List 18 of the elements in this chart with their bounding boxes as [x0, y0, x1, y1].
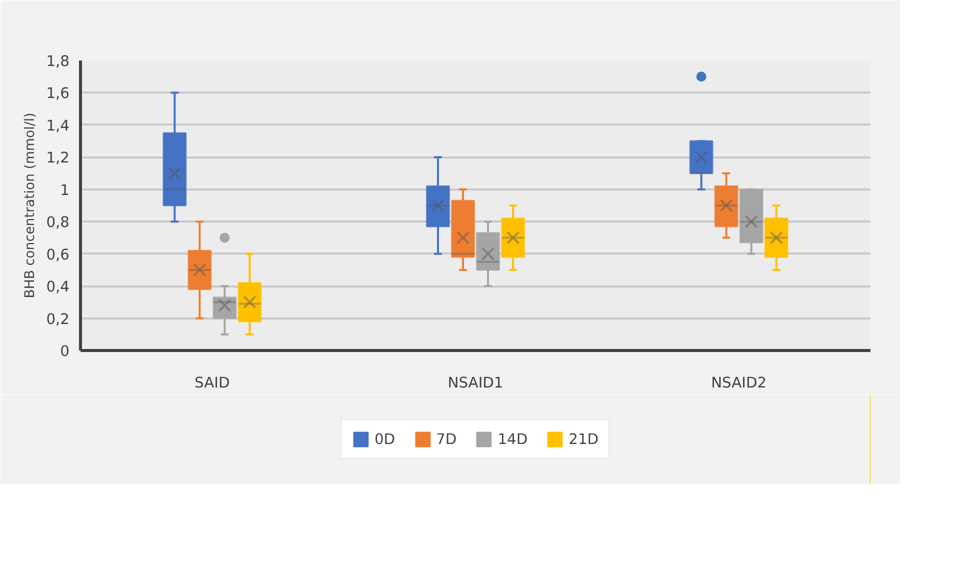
y-tick-label: 1,6 [46, 85, 70, 102]
y-tick-label: 0 [60, 343, 70, 360]
legend-label: 21D [568, 430, 599, 448]
y-tick-label: 0,4 [46, 278, 70, 296]
y-axis-title: BHB concentration (mmol/l) [23, 112, 38, 298]
y-tick-label: 1,2 [46, 150, 70, 167]
y-tick-label: 0,8 [46, 214, 70, 232]
y-tick-label: 1,8 [46, 53, 70, 70]
y-tick-label: 0,2 [46, 310, 70, 328]
x-tick-label: SAID [194, 374, 230, 392]
y-tick-label: 1 [60, 182, 70, 199]
x-tick-label: NSAID1 [448, 374, 504, 392]
x-tick-label: NSAID2 [711, 374, 767, 392]
legend-label: 7D [436, 430, 457, 448]
y-tick-label: 0,6 [46, 246, 70, 264]
legend-label: 0D [374, 430, 396, 448]
y-tick-label: 1,4 [46, 117, 70, 134]
legend-label: 14D [498, 430, 528, 448]
